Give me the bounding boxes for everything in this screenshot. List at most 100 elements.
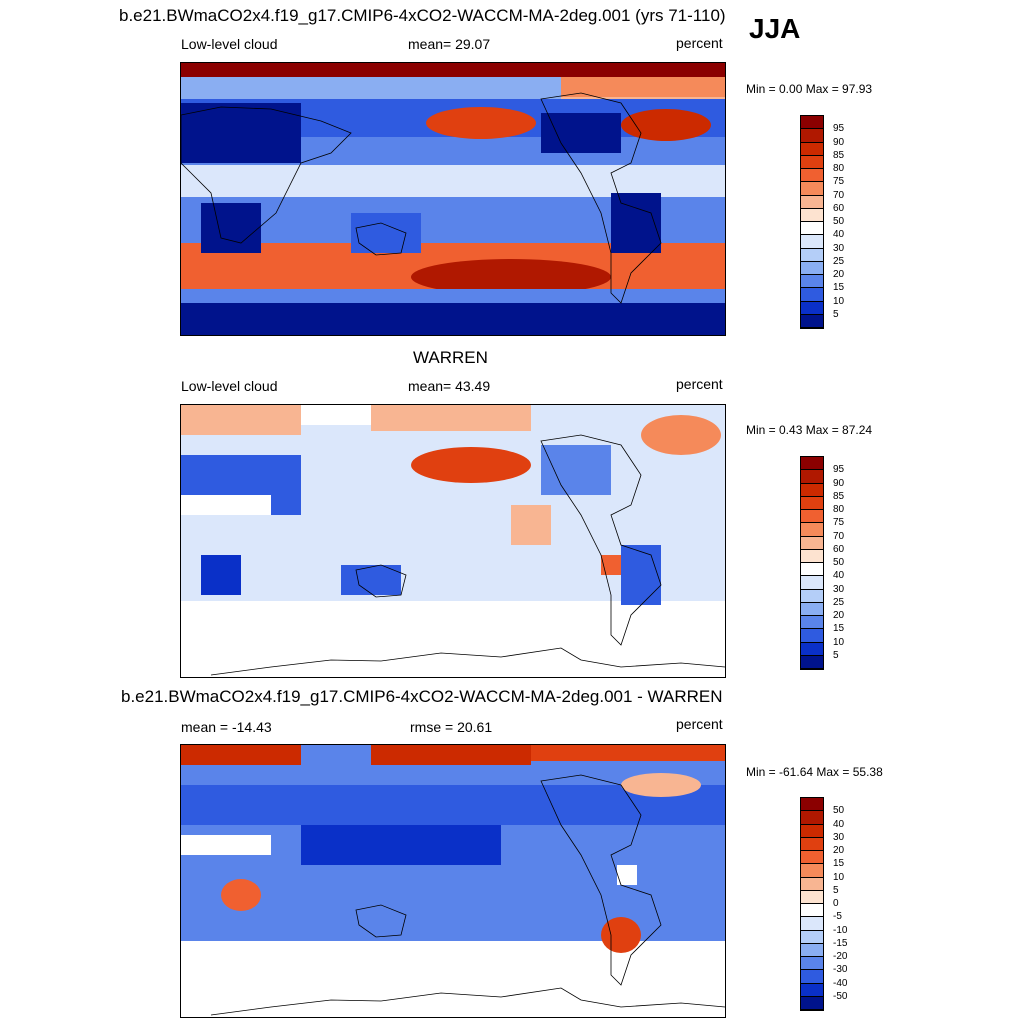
colorbar-swatch — [801, 602, 823, 616]
colorbar-swatch — [801, 208, 823, 222]
colorbar-tick-label: -30 — [833, 964, 848, 976]
panel-3-title: b.e21.BWmaCO2x4.f19_g17.CMIP6-4xCO2-WACC… — [121, 687, 723, 706]
colorbar-tick-label: 95 — [833, 123, 845, 135]
panel-2-minmax: Min = 0.43 Max = 87.24 — [746, 423, 873, 437]
colorbar-swatch — [801, 275, 823, 289]
panel-1-colorbar: 95 90 85 80 75 70 60 50 40 30 25 20 15 10 5 — [800, 115, 844, 329]
panel-1-mean-label: mean= 29.07 — [408, 36, 491, 52]
colorbar-tick-label: -10 — [833, 924, 848, 936]
colorbar-swatch — [801, 142, 823, 156]
colorbar-swatch — [801, 957, 823, 971]
panel-2-colorbar: 95 90 85 80 75 70 60 50 40 30 25 20 15 10 5 — [800, 456, 844, 670]
panel-3-map — [180, 744, 726, 1018]
colorbar-swatch — [801, 864, 823, 878]
colorbar-tick-label: 15 — [833, 623, 845, 635]
colorbar-swatch — [801, 182, 823, 196]
colorbar-tick-label: 10 — [833, 871, 845, 883]
colorbar-swatch — [801, 222, 823, 236]
colorbar-tick-label: 80 — [833, 163, 845, 174]
colorbar-swatch — [801, 642, 823, 656]
colorbar-tick-label: 80 — [833, 504, 845, 515]
colorbar-swatch — [801, 195, 823, 209]
colorbar-tick-label: -50 — [833, 990, 848, 1002]
colorbar-tick-label: 50 — [833, 805, 845, 817]
colorbar-tick-label: 70 — [833, 530, 845, 542]
panel-3-colorbar: 50 40 30 20 15 10 5 0 -5 -10 -15 -20 -30 -40 -50 — [800, 797, 847, 1011]
colorbar-swatch — [801, 616, 823, 630]
colorbar-tick-label: 40 — [833, 229, 845, 241]
colorbar-tick-label: 15 — [833, 858, 845, 870]
colorbar-swatch — [801, 811, 823, 825]
panel-2-mean-label: mean= 43.49 — [408, 378, 491, 394]
colorbar-swatch — [801, 169, 823, 183]
colorbar-swatch — [801, 129, 823, 143]
colorbar-tick-label: 5 — [833, 308, 839, 320]
colorbar-swatch — [801, 235, 823, 249]
colorbar-swatch — [801, 563, 823, 577]
colorbar-tick-label: 20 — [833, 269, 845, 280]
colorbar-tick-label: -15 — [833, 937, 848, 949]
colorbar-tick-label: 10 — [833, 636, 845, 648]
colorbar-swatch — [801, 589, 823, 603]
colorbar-swatch — [801, 116, 823, 130]
colorbar-tick-label: 70 — [833, 189, 845, 201]
panel-2-title: WARREN — [413, 348, 488, 367]
colorbar-tick-label: 20 — [833, 845, 845, 856]
panel-2-variable-label: Low-level cloud — [181, 378, 278, 394]
colorbar-swatch — [801, 930, 823, 944]
colorbar-tick-label: 15 — [833, 282, 845, 294]
colorbar-tick-label: 30 — [833, 242, 845, 254]
colorbar-tick-label: 60 — [833, 543, 845, 555]
colorbar-swatch — [801, 629, 823, 643]
colorbar-swatch — [801, 155, 823, 169]
colorbar-swatch — [801, 983, 823, 997]
season-label: JJA — [749, 13, 801, 44]
colorbar-tick-label: 90 — [833, 136, 845, 148]
panel-1-title: b.e21.BWmaCO2x4.f19_g17.CMIP6-4xCO2-WACC… — [119, 6, 726, 25]
colorbar-tick-label: 30 — [833, 583, 845, 595]
colorbar-tick-label: 40 — [833, 818, 845, 830]
colorbar-swatch — [801, 904, 823, 918]
colorbar-swatch — [801, 851, 823, 865]
colorbar-swatch — [801, 261, 823, 275]
colorbar-tick-label: -5 — [833, 911, 842, 923]
colorbar-swatch — [801, 248, 823, 262]
colorbar-tick-label: 75 — [833, 176, 845, 188]
colorbar-tick-label: 85 — [833, 149, 845, 161]
colorbar-tick-label: 90 — [833, 477, 845, 489]
colorbar-swatch — [801, 288, 823, 302]
colorbar-tick-label: 60 — [833, 202, 845, 214]
panel-3-minmax: Min = -61.64 Max = 55.38 — [746, 765, 883, 779]
panel-3-rmse-label: rmse = 20.61 — [410, 719, 493, 735]
colorbar-tick-label: 0 — [833, 898, 839, 909]
colorbar-swatch — [801, 536, 823, 550]
colorbar-tick-label: 50 — [833, 557, 845, 568]
colorbar-swatch — [801, 549, 823, 563]
colorbar-swatch — [801, 655, 823, 669]
colorbar-tick-label: 10 — [833, 295, 845, 307]
colorbar-swatch — [801, 970, 823, 984]
panel-3-mean-label: mean = -14.43 — [181, 719, 272, 735]
colorbar-tick-label: 5 — [833, 649, 839, 661]
colorbar-swatch — [801, 470, 823, 484]
colorbar-swatch — [801, 996, 823, 1010]
colorbar-tick-label: 25 — [833, 596, 845, 608]
colorbar-swatch — [801, 877, 823, 891]
panel-1-minmax: Min = 0.00 Max = 97.93 — [746, 82, 873, 96]
colorbar-swatch — [801, 798, 823, 812]
colorbar-swatch — [801, 483, 823, 497]
colorbar-swatch — [801, 457, 823, 471]
colorbar-swatch — [801, 824, 823, 838]
colorbar-tick-label: 40 — [833, 570, 845, 582]
colorbar-swatch — [801, 496, 823, 510]
colorbar-tick-label: 95 — [833, 464, 845, 476]
colorbar-tick-label: 85 — [833, 490, 845, 502]
colorbar-tick-label: 25 — [833, 255, 845, 267]
panel-1-variable-label: Low-level cloud — [181, 36, 278, 52]
panel-1-map — [180, 62, 726, 336]
colorbar-tick-label: 50 — [833, 216, 845, 227]
colorbar-swatch — [801, 301, 823, 315]
colorbar-tick-label: 20 — [833, 610, 845, 621]
panel-3-units-label: percent — [676, 716, 723, 732]
panel-2-map — [180, 404, 726, 678]
